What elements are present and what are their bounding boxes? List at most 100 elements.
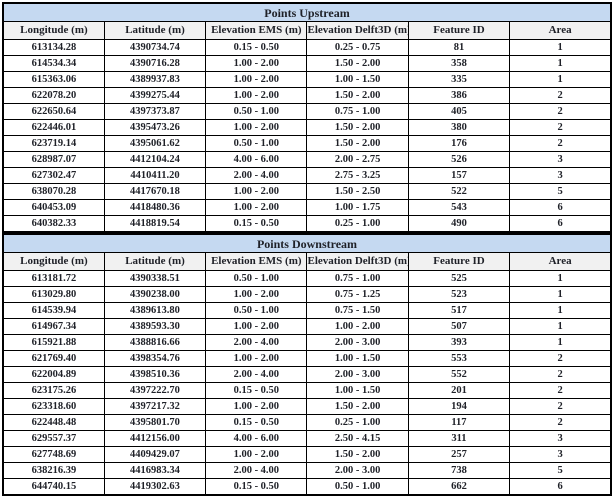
table-head: Points Upstream Longitude (m) Latitude (m… [2,2,612,40]
table-cell: 623318.60 [2,398,105,415]
table-cell: 4395473.26 [103,119,207,136]
table-cell: 0.50 - 1.00 [205,103,308,120]
table-cell: 2.50 - 4.15 [306,430,409,447]
column-header: Elevation EMS (m) [205,252,308,271]
table-row: 622004.89 4398510.36 2.00 - 4.00 2.00 - 3.0… [2,366,612,383]
table-row: 623318.60 4397217.32 1.00 - 2.00 1.50 - 2.0… [2,398,612,415]
table-points-upstream: Points Upstream Longitude (m) Latitude (m… [2,2,612,233]
table-cell: 614967.34 [2,318,105,335]
table-cell: 615363.06 [2,71,105,88]
table-cell: 4395061.62 [103,135,207,152]
table-cell: 526 [407,151,511,168]
table-cell: 335 [407,71,511,88]
table-cell: 0.50 - 1.00 [205,302,308,319]
table-row: 627302.47 4410411.20 2.00 - 4.00 2.75 - 3.2… [2,167,612,184]
table-cell: 2.00 - 4.00 [205,334,308,351]
table-row: 623719.14 4395061.62 0.50 - 1.00 1.50 - 2.0… [2,135,612,152]
table-row: 622650.64 4397373.87 0.50 - 1.00 0.75 - 1.0… [2,103,612,120]
column-header: Elevation Delft3D (m) [306,21,409,40]
column-header: Feature ID [407,252,511,271]
table-body: 613134.28 4390734.74 0.15 - 0.50 0.25 - 0.7… [2,39,612,233]
table-cell: 4398354.76 [103,350,207,367]
table-cell: 117 [407,414,511,431]
header-row: Longitude (m) Latitude (m) Elevation EMS (… [2,252,612,271]
table-cell: 2 [509,382,612,399]
table-cell: 0.50 - 1.00 [205,135,308,152]
table-cell: 4397373.87 [103,103,207,120]
table-cell: 1.00 - 2.00 [205,318,308,335]
table-cell: 2.00 - 3.00 [306,366,409,383]
table-cell: 0.25 - 1.00 [306,414,409,431]
table-cell: 4389593.30 [103,318,207,335]
table-cell: 1.00 - 2.00 [205,286,308,303]
title-row: Points Upstream [2,2,612,22]
table-cell: 4416983.34 [103,462,207,479]
table-cell: 3 [509,151,612,168]
table-cell: 614534.34 [2,55,105,72]
table-cell: 4390716.28 [103,55,207,72]
table-cell: 1.50 - 2.00 [306,446,409,463]
table-cell: 1 [509,39,612,56]
table-cell: 662 [407,478,511,496]
table-cell: 1.00 - 1.50 [306,350,409,367]
table-cell: 613181.72 [2,270,105,287]
table-cell: 1 [509,286,612,303]
table-cell: 0.50 - 1.00 [306,478,409,496]
table-cell: 1.00 - 2.00 [205,183,308,200]
table-cell: 2 [509,398,612,415]
table-cell: 4390338.51 [103,270,207,287]
table-row: 622078.20 4399275.44 1.00 - 2.00 1.50 - 2.0… [2,87,612,104]
table-cell: 1.00 - 2.00 [205,199,308,216]
table-cell: 0.25 - 0.75 [306,39,409,56]
table-cell: 4390734.74 [103,39,207,56]
table-cell: 1.00 - 2.00 [205,87,308,104]
table-cell: 553 [407,350,511,367]
table-cell: 621769.40 [2,350,105,367]
table-cell: 4395801.70 [103,414,207,431]
table-row: 623175.26 4397222.70 0.15 - 0.50 1.00 - 1.5… [2,382,612,399]
table-cell: 4397222.70 [103,382,207,399]
table-cell: 2.00 - 2.75 [306,151,409,168]
table-cell: 627302.47 [2,167,105,184]
table-cell: 738 [407,462,511,479]
table-cell: 4418480.36 [103,199,207,216]
table-cell: 1.00 - 2.00 [205,55,308,72]
table-cell: 4389613.80 [103,302,207,319]
table-cell: 6 [509,215,612,233]
table-row: 629557.37 4412156.00 4.00 - 6.00 2.50 - 4.1… [2,430,612,447]
table-cell: 522 [407,183,511,200]
table-cell: 4409429.07 [103,446,207,463]
table-cell: 2.00 - 3.00 [306,462,409,479]
table-cell: 2 [509,87,612,104]
table-cell: 4417670.18 [103,183,207,200]
table-cell: 157 [407,167,511,184]
table-cell: 490 [407,215,511,233]
table-cell: 623719.14 [2,135,105,152]
table-row: 627748.69 4409429.07 1.00 - 2.00 1.50 - 2.0… [2,446,612,463]
table-cell: 0.15 - 0.50 [205,215,308,233]
table-cell: 4.00 - 6.00 [205,430,308,447]
table-cell: 552 [407,366,511,383]
table-row: 614967.34 4389593.30 1.00 - 2.00 1.00 - 2.0… [2,318,612,335]
table-cell: 1.00 - 2.00 [205,350,308,367]
table-cell: 1.50 - 2.00 [306,87,409,104]
table-cell: 257 [407,446,511,463]
table-cell: 1.00 - 2.00 [306,318,409,335]
table-head: Points Downstream Longitude (m) Latitude … [2,233,612,271]
table-cell: 1.00 - 2.00 [205,398,308,415]
table-cell: 507 [407,318,511,335]
table-cell: 525 [407,270,511,287]
table-cell: 4412156.00 [103,430,207,447]
table-row: 628987.07 4412104.24 4.00 - 6.00 2.00 - 2.7… [2,151,612,168]
table-cell: 2 [509,366,612,383]
table-cell: 0.75 - 1.00 [306,103,409,120]
table-cell: 638216.39 [2,462,105,479]
table-body: 613181.72 4390338.51 0.50 - 1.00 0.75 - 1.0… [2,270,612,496]
table-cell: 613134.28 [2,39,105,56]
table-cell: 4418819.54 [103,215,207,233]
table-cell: 3 [509,446,612,463]
table-cell: 6 [509,478,612,496]
table-cell: 1.50 - 2.00 [306,135,409,152]
table-cell: 1 [509,334,612,351]
table-cell: 622004.89 [2,366,105,383]
